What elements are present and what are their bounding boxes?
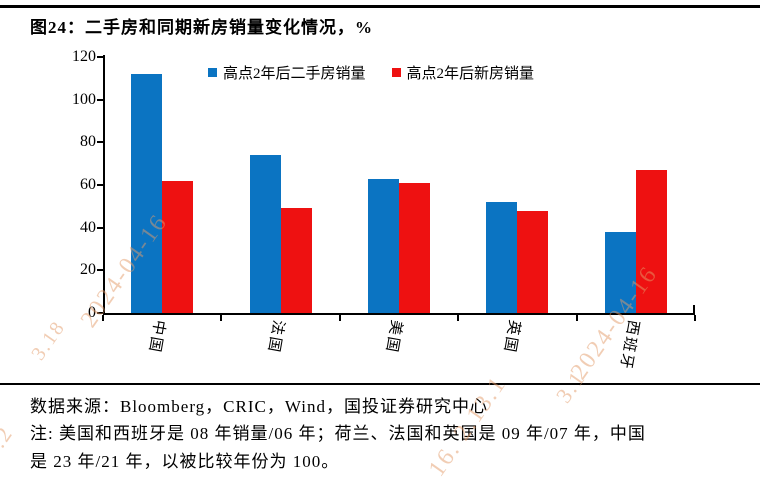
y-axis-tick <box>97 226 103 229</box>
bar-secondhand-2 <box>368 178 399 313</box>
x-axis-tick <box>575 315 578 321</box>
x-axis-category-label: 英国 <box>500 318 523 355</box>
bar-secondhand-3 <box>486 202 518 313</box>
bar-chart-plot-area: 高点2年后二手房销量 高点2年后新房销量 0 20 40 60 80 100 120 中国 法国 美… <box>72 48 696 372</box>
legend-item-secondhand: 高点2年后二手房销量 <box>208 62 366 83</box>
bar-newhome-2 <box>399 182 430 313</box>
x-axis-category-label: 法国 <box>263 318 286 355</box>
legend-swatch-newhome-icon <box>391 68 401 77</box>
y-axis-tick-label: 40 <box>80 218 96 236</box>
bar-newhome-1 <box>280 208 312 313</box>
bar-newhome-4 <box>635 170 667 313</box>
watermark-fragment: 16.2 <box>0 420 18 474</box>
legend-item-newhome: 高点2年后新房销量 <box>391 62 535 83</box>
y-axis-tick <box>97 98 103 101</box>
y-axis-tick-label: 20 <box>80 261 96 279</box>
y-axis-line <box>103 55 105 313</box>
bar-secondhand-0 <box>131 74 163 313</box>
chart-title: 图24：二手房和同期新房销量变化情况，% <box>30 18 373 37</box>
legend-swatch-secondhand-icon <box>208 68 217 77</box>
y-axis-tick <box>97 141 103 144</box>
legend-label-newhome: 高点2年后新房销量 <box>406 66 535 82</box>
x-axis-line <box>103 313 695 315</box>
data-source-line: 数据来源：Bloomberg，CRIC，Wind，国投证券研究中心 <box>30 397 488 416</box>
x-axis-category-label: 中国 <box>145 318 168 355</box>
note-line-1: 注: 美国和西班牙是 08 年销量/06 年；荷兰、法国和英国是 09 年/07… <box>30 424 646 443</box>
top-border-rule <box>0 5 760 8</box>
y-axis-tick <box>97 184 103 186</box>
x-axis-tick <box>457 315 460 321</box>
y-axis-tick <box>97 312 103 314</box>
x-axis-tick <box>694 315 696 321</box>
y-axis-tick <box>97 269 103 272</box>
x-axis-tick <box>102 315 104 321</box>
y-axis-tick-label: 80 <box>80 133 96 151</box>
x-axis-tick <box>220 315 223 321</box>
chart-legend: 高点2年后二手房销量 高点2年后新房销量 <box>208 62 534 83</box>
note-line-2: 是 23 年/21 年，以被比较年份为 100。 <box>30 452 340 471</box>
bar-secondhand-4 <box>604 231 636 313</box>
bar-newhome-0 <box>162 180 194 313</box>
y-axis-tick-label: 120 <box>72 48 96 65</box>
separator-rule <box>0 383 760 385</box>
y-axis-tick <box>97 56 103 58</box>
y-axis-tick-label: 60 <box>80 176 96 193</box>
x-axis-end-tick <box>693 305 695 313</box>
y-axis-tick-label: 0 <box>88 304 96 321</box>
legend-label-secondhand: 高点2年后二手房销量 <box>223 66 366 82</box>
x-axis-category-label: 美国 <box>382 318 405 355</box>
y-axis-tick-label: 100 <box>72 90 96 108</box>
x-axis-tick <box>338 315 341 321</box>
bar-newhome-3 <box>517 210 549 313</box>
bar-secondhand-1 <box>249 155 281 313</box>
